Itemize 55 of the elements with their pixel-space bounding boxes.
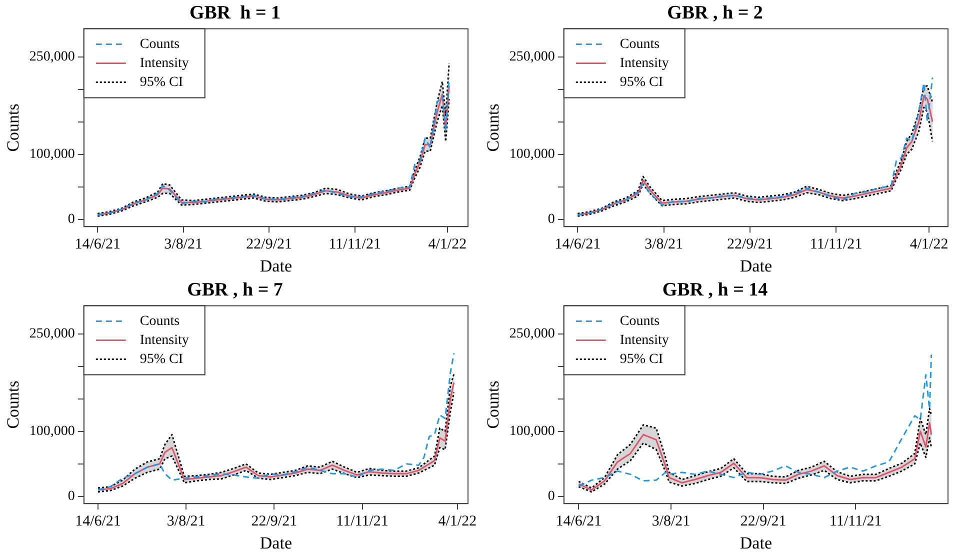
x-tick-label: 4/1/22 [428, 236, 467, 253]
y-axis-title: Counts [484, 380, 503, 429]
y-tick-label: 250,000 [29, 326, 75, 342]
chart-title: GBR , h = 14 [662, 279, 768, 300]
y-axis-title: Counts [4, 104, 23, 152]
legend-label: Counts [140, 314, 180, 329]
x-tick-label: 22/9/21 [246, 236, 292, 253]
legend-label: Counts [620, 36, 660, 52]
y-tick-label: 250,000 [29, 49, 75, 64]
y-tick-label: 0 [548, 212, 555, 228]
x-tick-label: 22/9/21 [740, 514, 786, 530]
x-tick-label: 4/1/22 [438, 514, 477, 530]
legend-label: 95% CI [620, 74, 664, 90]
legend-label: 95% CI [140, 352, 184, 367]
legend-label: Intensity [620, 56, 669, 71]
legend-label: Intensity [140, 56, 189, 71]
x-tick-label: 3/8/21 [166, 514, 206, 530]
x-tick-label: 11/11/21 [336, 514, 388, 530]
x-tick-label: 11/11/21 [328, 236, 381, 253]
x-tick-label: 3/8/21 [652, 514, 690, 530]
y-tick-label: 100,000 [29, 424, 75, 440]
y-tick-label: 100,000 [509, 147, 555, 162]
x-tick-label: 22/9/21 [727, 236, 773, 253]
chart-title: GBR h = 1 [189, 2, 281, 24]
x-tick-label: 4/1/22 [910, 236, 948, 253]
x-tick-label: 22/9/21 [251, 514, 298, 530]
legend-label: 95% CI [620, 352, 664, 367]
y-tick-label: 0 [68, 212, 75, 228]
y-axis-title: Counts [484, 104, 503, 152]
y-tick-label: 250,000 [509, 326, 555, 342]
x-axis-title: Date [260, 533, 292, 552]
x-tick-label: 11/11/21 [830, 514, 882, 530]
y-tick-label: 0 [548, 489, 555, 504]
chart-title: GBR , h = 7 [187, 279, 284, 300]
y-tick-label: 100,000 [29, 147, 75, 162]
x-tick-label: 3/8/21 [644, 236, 683, 253]
legend-label: Counts [620, 314, 660, 329]
x-axis-title: Date [740, 256, 772, 276]
x-tick-label: 14/6/21 [556, 514, 602, 530]
y-tick-label: 100,000 [509, 424, 555, 440]
x-tick-label: 3/8/21 [164, 236, 203, 253]
x-tick-label: 14/6/21 [75, 514, 121, 530]
x-axis-title: Date [260, 256, 292, 276]
y-tick-label: 0 [68, 489, 75, 504]
chart-title: GBR , h = 2 [667, 2, 763, 24]
y-axis-title: Counts [4, 380, 23, 429]
x-tick-label: 11/11/21 [810, 236, 862, 253]
legend-label: Intensity [140, 332, 189, 348]
legend-label: Counts [140, 36, 180, 52]
x-tick-label: 14/6/21 [74, 236, 121, 253]
x-axis-title: Date [740, 533, 772, 552]
legend-label: Intensity [620, 332, 669, 348]
x-tick-label: 14/6/21 [554, 236, 601, 253]
legend-label: 95% CI [140, 74, 184, 90]
y-tick-label: 250,000 [509, 49, 555, 64]
